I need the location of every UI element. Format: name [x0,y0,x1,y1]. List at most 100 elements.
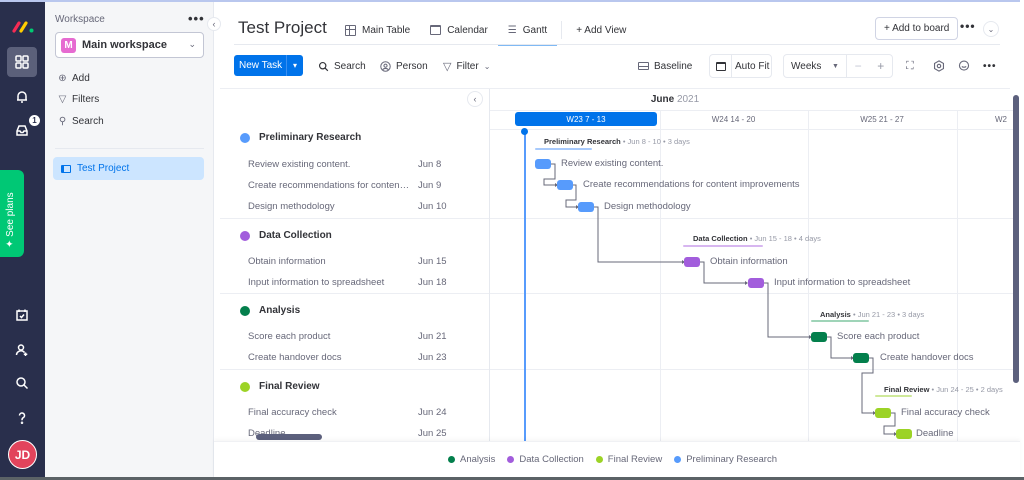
new-task-label: New Task [239,60,283,71]
add-to-board-button[interactable]: + Add to board [875,17,959,40]
search-everything-button[interactable] [7,368,37,398]
task-bar-label: Create recommendations for content impro… [583,179,800,190]
comments-button[interactable] [958,56,970,76]
summary-duration: 3 days [667,137,690,146]
settings-button[interactable] [933,56,945,76]
timescale-select[interactable]: Weeks ▼ [784,55,847,77]
group-divider [220,369,489,370]
see-plans-button[interactable]: ✦ See plans [0,170,24,257]
week-gridline [808,110,809,441]
separator: • [852,310,856,319]
table-icon [345,24,356,36]
new-task-button[interactable]: New Task ▾ [234,55,303,76]
task-bar[interactable] [535,159,551,169]
board-item-test-project[interactable]: Test Project [53,157,204,180]
separator: • [663,137,666,146]
inbox-button[interactable] [7,115,37,145]
tab-gantt[interactable]: ☰ Gantt [497,16,558,46]
week-gridline [957,110,958,441]
week-w24[interactable]: W24 14 - 20 [711,114,756,124]
separator: • [897,310,900,319]
notifications-button[interactable] [7,82,37,112]
today-marker [524,130,526,441]
filter-label: Filter [456,60,479,72]
legend-dot [595,456,603,463]
tab-calendar[interactable]: Calendar [420,16,498,44]
group-final-review[interactable]: Final Review [240,381,320,392]
horizontal-scrollbar[interactable] [256,434,322,440]
workspace-filters-button[interactable]: ▽ Filters [57,94,100,105]
workspace-add-button[interactable]: ⊕ Add [57,73,90,84]
invite-members-button[interactable] [7,335,37,365]
separator: • [749,234,753,243]
week-w26[interactable]: W2 [995,114,1007,124]
collapse-task-list-button[interactable]: ‹ [467,91,483,107]
separator: • [794,234,797,243]
collapse-header-button[interactable]: ⌄ [983,21,999,37]
task-date: Jun 23 [418,352,447,363]
task-bar-label: Final accuracy check [901,407,990,418]
person-icon [380,60,391,72]
legend-label: Final Review [607,454,663,465]
board-icon [61,164,71,173]
task-bar[interactable] [811,332,827,342]
timescale-control: Weeks ▼ − + [783,54,893,78]
auto-fit-button[interactable]: Auto Fit [709,54,772,78]
group-analysis[interactable]: Analysis [240,305,300,316]
my-work-button[interactable] [7,300,37,330]
group-color-dot [240,230,250,241]
zoom-in-button[interactable]: + [877,59,885,73]
task-bar[interactable] [896,429,912,439]
group-summary-preliminary-research: Preliminary Research • Jun 8 - 10 • 3 da… [544,137,690,146]
workspace-search-button[interactable]: ⚲ Search [57,116,104,127]
task-date: Jun 24 [418,407,447,418]
task-bar[interactable] [557,180,573,190]
tab-label: Gantt [522,24,548,36]
user-avatar[interactable]: JD [8,440,37,469]
workspace-dropdown[interactable]: M Main workspace ⌄ [55,32,204,58]
separator: • [931,385,935,394]
task-date: Jun 21 [418,331,447,342]
caret-down-icon: ▼ [831,62,839,70]
task-bar[interactable] [578,202,594,212]
filter-button[interactable]: ▽ Filter ⌄ [443,56,490,76]
new-task-dropdown[interactable]: ▾ [286,55,303,76]
fullscreen-icon[interactable]: ⛶ [906,59,914,72]
task-bar[interactable] [748,278,764,288]
task-date: Jun 9 [418,180,442,191]
timeline-month: June 2021 [490,94,860,105]
search-button[interactable]: Search [318,56,366,76]
task-name: Create recommendations for content i... [248,180,410,191]
month-name: June [650,94,675,105]
board-title[interactable]: Test Project [238,18,327,37]
group-preliminary-research[interactable]: Preliminary Research [240,132,361,143]
baseline-button[interactable]: Baseline [638,56,692,76]
task-name: Input information to spreadsheet [248,277,385,288]
help-button[interactable] [7,403,37,433]
more-options-icon[interactable]: ••• [983,60,997,72]
group-data-collection[interactable]: Data Collection [240,230,332,241]
group-divider [490,218,1015,219]
chevron-down-icon: ▾ [292,61,297,70]
week-w23[interactable]: W23 7 - 13 [515,112,657,126]
tab-main-table[interactable]: Main Table [335,16,420,44]
top-border [0,0,1020,2]
monday-logo-icon[interactable] [12,20,36,34]
add-view-button[interactable]: + Add View [576,24,627,36]
task-bar[interactable] [684,257,700,267]
pane-splitter[interactable] [489,89,490,441]
week-w25[interactable]: W25 21 - 27 [860,114,904,124]
apps-grid-button[interactable] [7,47,37,77]
person-filter-button[interactable]: Person [380,56,428,76]
collapse-sidebar-button[interactable]: ‹ [207,17,221,31]
gantt-icon: ☰ [507,24,517,36]
task-bar[interactable] [853,353,869,363]
task-bar-label: Create handover docs [880,352,974,363]
vertical-scrollbar[interactable] [1013,95,1019,383]
group-color-dot [240,381,250,392]
zoom-out-button[interactable]: − [854,59,862,73]
workspace-more-icon[interactable]: ••• [188,11,205,26]
board-more-icon[interactable]: ••• [960,19,976,33]
filter-icon: ▽ [58,94,67,105]
task-bar[interactable] [875,408,891,418]
